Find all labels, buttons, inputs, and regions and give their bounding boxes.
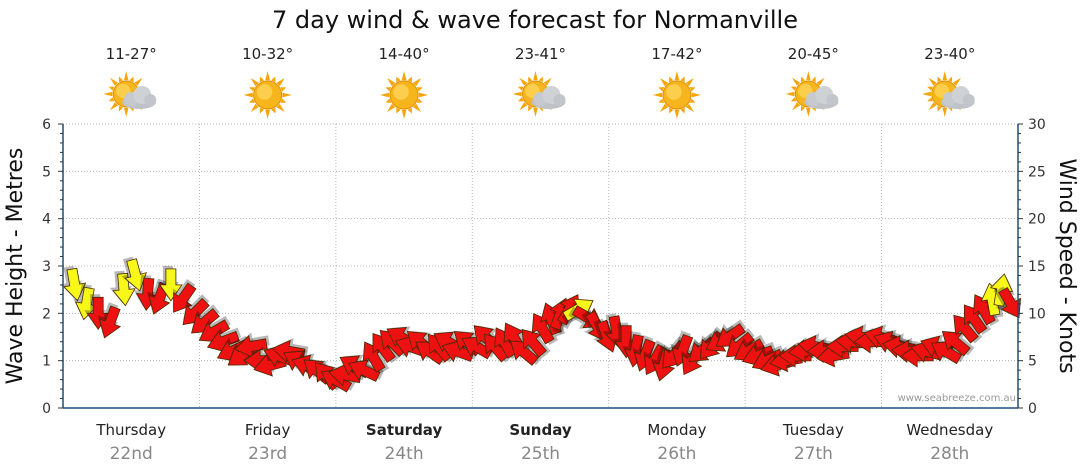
wind-arrow bbox=[941, 330, 975, 357]
wind-arrow bbox=[521, 328, 551, 358]
left-axis-title: Wave Height - Metres bbox=[3, 148, 28, 385]
wind-arrow bbox=[156, 265, 183, 302]
left-tick-label: 6 bbox=[42, 117, 51, 133]
sun-icon bbox=[380, 71, 429, 119]
day-date: 22nd bbox=[110, 444, 153, 464]
wind-arrow bbox=[206, 327, 242, 353]
wind-arrow bbox=[510, 340, 543, 366]
day-name: Saturday bbox=[366, 421, 443, 439]
wind-arrow bbox=[198, 315, 231, 343]
day-forecast: 17-42° bbox=[651, 45, 702, 119]
day-label-row: Thursday 22nd Friday 23rd Saturday 24th Sunday… bbox=[95, 421, 993, 464]
right-tick-label: 10 bbox=[1028, 306, 1046, 322]
temp-range: 11-27° bbox=[106, 45, 157, 63]
left-tick-label: 5 bbox=[42, 164, 51, 180]
left-tick-label: 4 bbox=[42, 212, 51, 228]
day-date: 28th bbox=[930, 444, 969, 464]
left-tick-label: 2 bbox=[42, 306, 51, 322]
wind-arrow bbox=[109, 270, 136, 307]
day-forecast: 11-27° bbox=[103, 45, 157, 117]
wind-arrows bbox=[60, 256, 1021, 393]
temp-range: 23-41° bbox=[515, 45, 566, 63]
wind-arrow bbox=[121, 256, 147, 292]
day-forecast: 23-40° bbox=[921, 45, 975, 117]
temp-range: 20-45° bbox=[788, 45, 839, 63]
day-forecast: 23-41° bbox=[512, 45, 566, 117]
day-date: 24th bbox=[385, 444, 424, 464]
day-date: 23rd bbox=[248, 444, 287, 464]
sun-cloud-icon bbox=[785, 71, 839, 117]
sun-icon bbox=[652, 71, 701, 119]
day-date: 26th bbox=[657, 444, 696, 464]
day-date: 27th bbox=[794, 444, 833, 464]
temp-range: 14-40° bbox=[379, 45, 430, 63]
right-tick-label: 20 bbox=[1028, 212, 1046, 228]
day-name: Monday bbox=[647, 421, 706, 439]
right-tick-label: 5 bbox=[1028, 354, 1037, 370]
temp-range: 10-32° bbox=[242, 45, 293, 63]
right-tick-label: 25 bbox=[1028, 164, 1046, 180]
credit-text: www.seabreeze.com.au bbox=[898, 393, 1016, 404]
temp-range: 23-40° bbox=[924, 45, 975, 63]
wind-arrow bbox=[133, 274, 160, 312]
wind-arrow bbox=[994, 286, 1021, 319]
day-forecast: 20-45° bbox=[785, 45, 839, 117]
day-name: Tuesday bbox=[782, 421, 844, 439]
left-tick-label: 3 bbox=[42, 259, 51, 275]
day-forecast: 14-40° bbox=[379, 45, 430, 119]
right-tick-label: 30 bbox=[1028, 117, 1046, 133]
wind-arrow bbox=[60, 265, 87, 302]
right-tick-label: 0 bbox=[1028, 401, 1037, 417]
wind-arrow bbox=[97, 302, 122, 339]
temp-range: 17-42° bbox=[651, 45, 702, 63]
axes: 0 1 2 3 4 5 6 0 5 10 15 20 25 30 bbox=[42, 117, 1046, 417]
left-tick-label: 1 bbox=[42, 354, 51, 370]
left-tick-label: 0 bbox=[42, 401, 51, 417]
right-tick-label: 15 bbox=[1028, 259, 1046, 275]
sun-icon bbox=[243, 71, 292, 119]
day-name: Thursday bbox=[95, 421, 166, 439]
chart-title: 7 day wind & wave forecast for Normanvil… bbox=[272, 6, 798, 34]
sun-cloud-icon bbox=[921, 71, 975, 117]
wind-arrow bbox=[930, 340, 966, 365]
day-name: Friday bbox=[245, 421, 291, 439]
day-forecast: 10-32° bbox=[242, 45, 293, 119]
day-name: Wednesday bbox=[906, 421, 993, 439]
wind-arrow bbox=[234, 332, 270, 359]
sun-cloud-icon bbox=[512, 71, 566, 117]
wind-arrow bbox=[73, 283, 99, 321]
sun-cloud-icon bbox=[103, 71, 157, 117]
day-date: 25th bbox=[521, 444, 560, 464]
day-name: Sunday bbox=[509, 421, 572, 439]
wind-arrow bbox=[172, 278, 197, 313]
right-axis-title: Wind Speed - Knots bbox=[1054, 158, 1079, 373]
day-header-row: 11-27° 10-32° 14-40° 23-41° 17-42° 20-45° 23-4… bbox=[103, 45, 975, 119]
wind-arrow bbox=[733, 334, 766, 362]
plot-area bbox=[63, 123, 1018, 408]
